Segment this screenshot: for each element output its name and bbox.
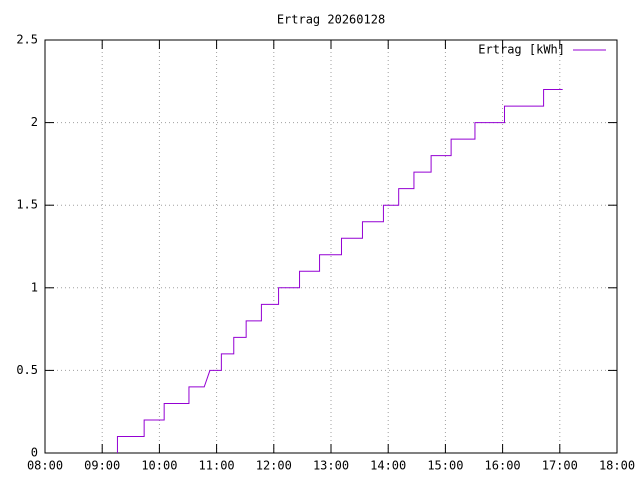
y-tick-label: 0.5 xyxy=(16,363,38,377)
legend-label: Ertrag [kWh] xyxy=(478,43,565,57)
chart-title: Ertrag 20260128 xyxy=(277,13,385,27)
series-line xyxy=(116,89,563,453)
x-tick-label: 14:00 xyxy=(370,459,406,473)
y-tick-label: 1 xyxy=(31,280,38,294)
x-tick-label: 18:00 xyxy=(599,459,635,473)
y-tick-label: 0 xyxy=(31,446,38,460)
x-tick-label: 17:00 xyxy=(542,459,578,473)
plot-frame xyxy=(44,39,618,454)
x-tick-label: 13:00 xyxy=(313,459,349,473)
y-tick-label: 1.5 xyxy=(16,198,38,212)
x-tick-label: 15:00 xyxy=(427,459,463,473)
x-tick-label: 08:00 xyxy=(27,459,63,473)
x-tick-label: 11:00 xyxy=(199,459,235,473)
x-tick-label: 10:00 xyxy=(141,459,177,473)
y-tick-label: 2 xyxy=(31,115,38,129)
x-tick-label: 09:00 xyxy=(84,459,120,473)
x-tick-label: 16:00 xyxy=(485,459,521,473)
x-tick-label: 12:00 xyxy=(256,459,292,473)
y-tick-label: 2.5 xyxy=(16,33,38,47)
